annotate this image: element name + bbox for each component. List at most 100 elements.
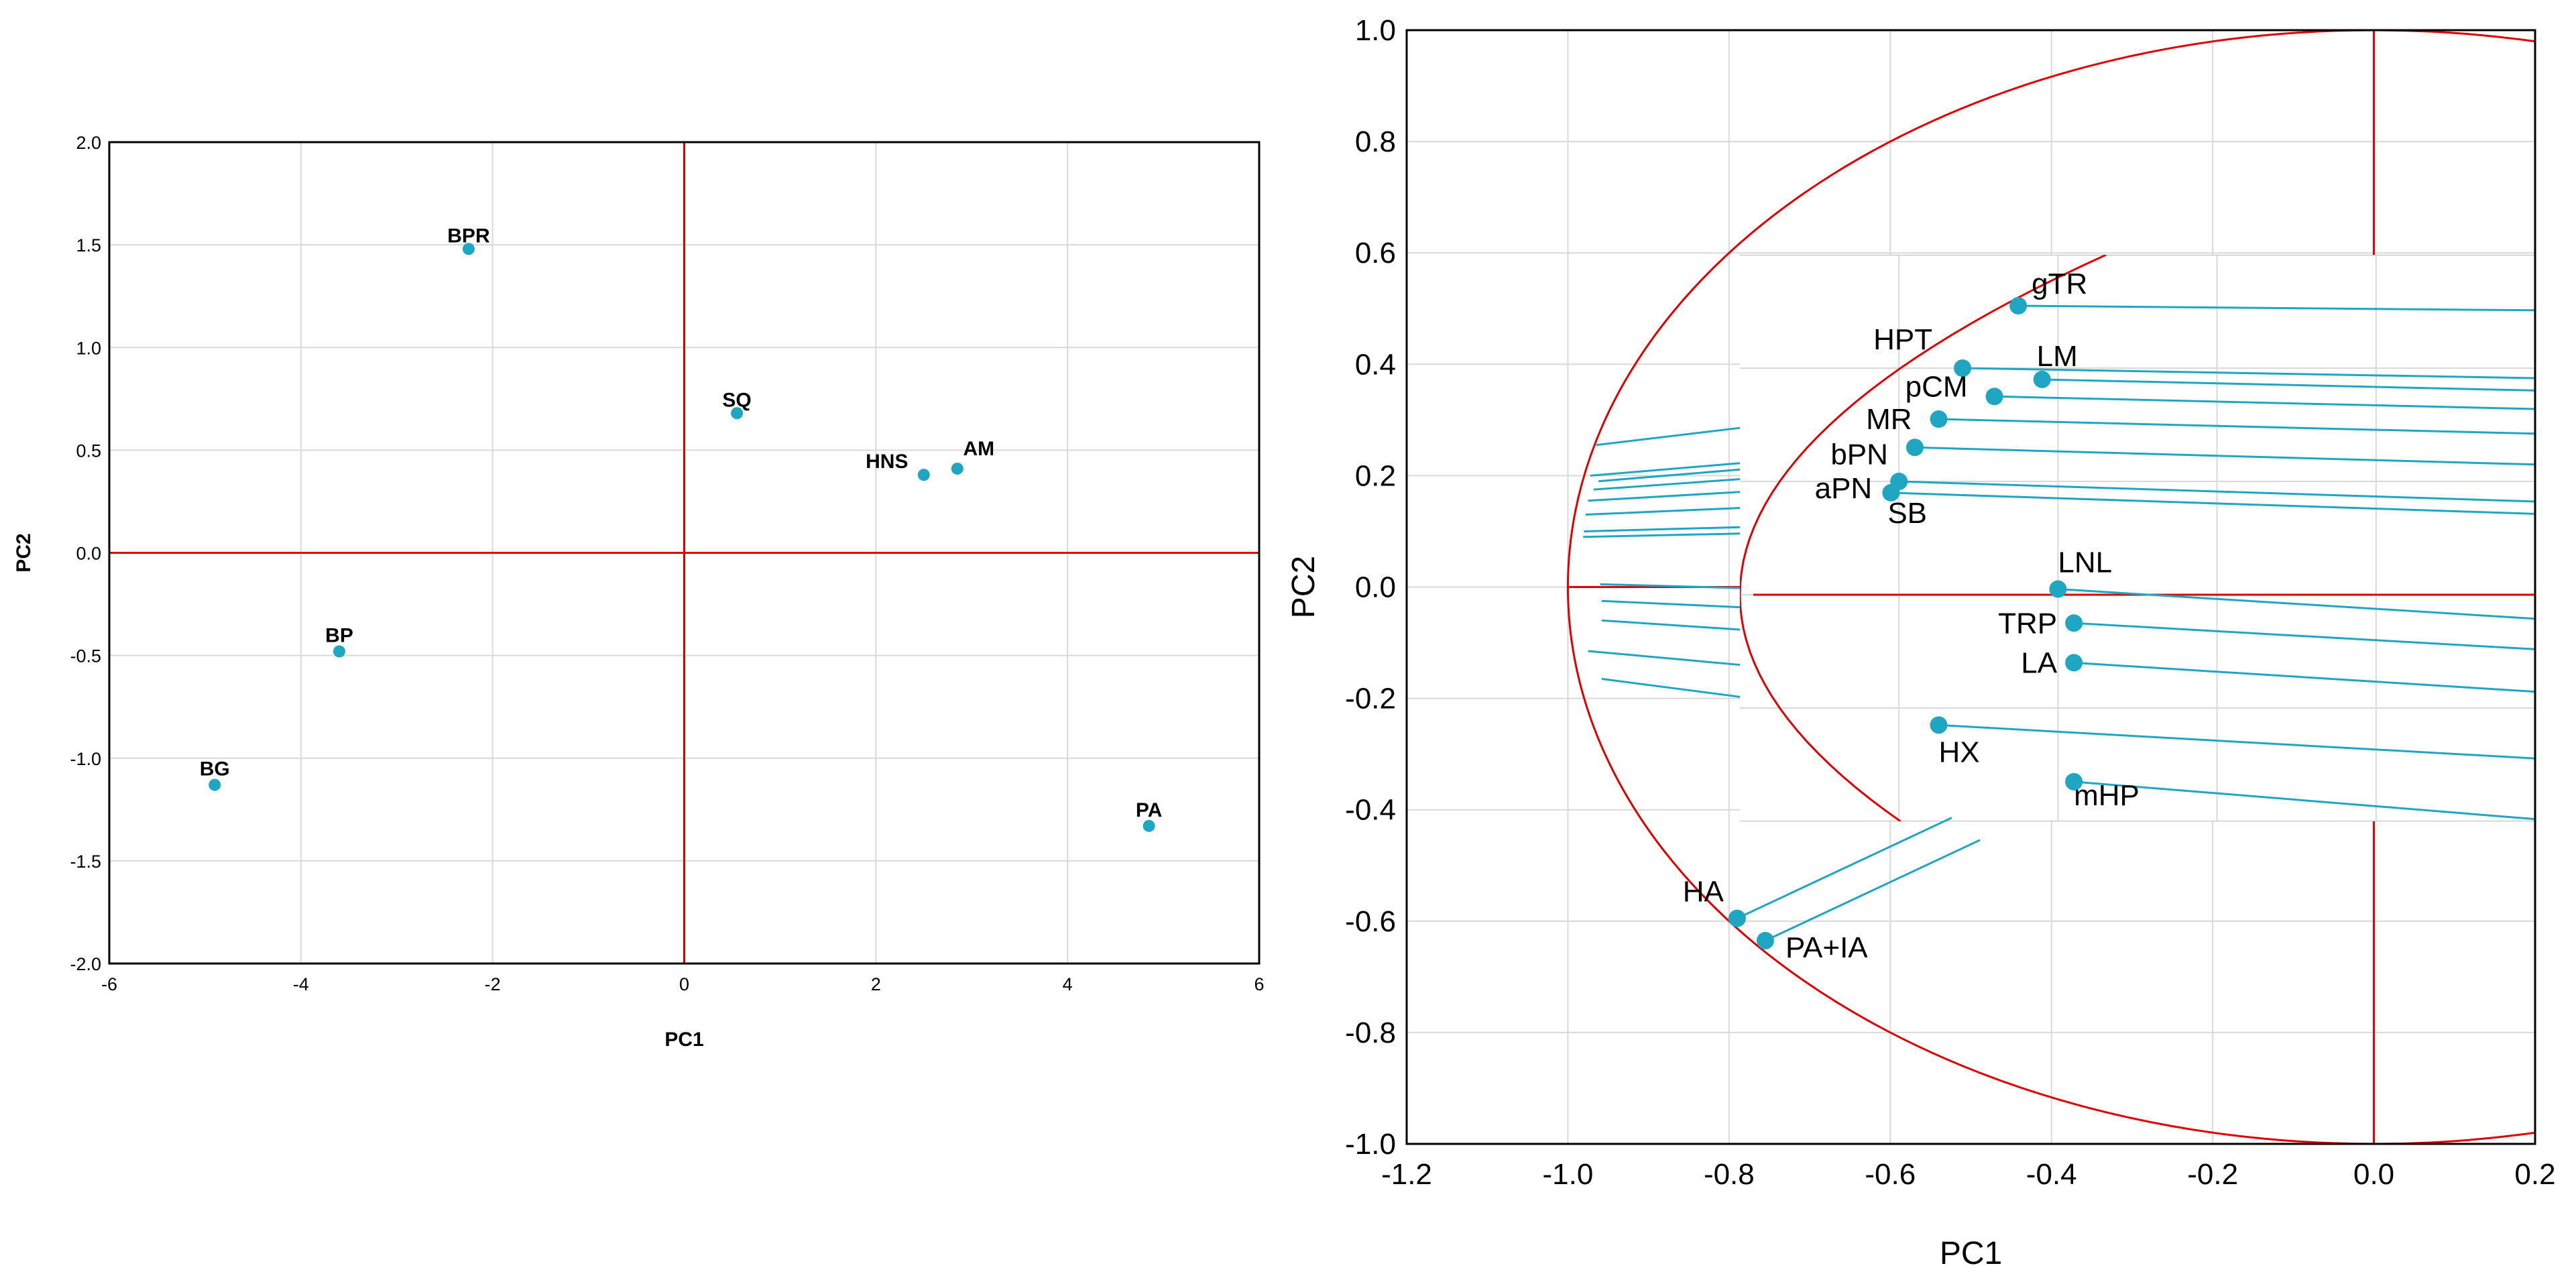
left-x-tick-label: 2 <box>871 974 881 994</box>
left-point-pa <box>1143 819 1155 832</box>
right-y-tick-label: -0.4 <box>1345 794 1396 827</box>
right-vector-pa+ia <box>1765 839 1981 942</box>
right-y-tick-label: 1.0 <box>1355 14 1396 47</box>
inset-point-label-lm: LM <box>2037 340 2078 373</box>
left-point-hns <box>917 469 930 481</box>
right-vector-ha <box>1737 817 1952 920</box>
left-point-label-bpr: BPR <box>447 225 490 247</box>
left-y-tick-label: -0.5 <box>70 646 101 666</box>
inset-point-trp <box>2065 614 2083 632</box>
right-point-label-pa-ia: PA+IA <box>1785 931 1868 964</box>
right-x-tick-label: -1.0 <box>1543 1158 1594 1191</box>
inset-point-lm <box>2033 370 2051 388</box>
inset-vector-la <box>2074 661 2535 693</box>
inset-point-mr <box>1930 410 1948 428</box>
right-leader-lm <box>1598 468 1741 483</box>
right-point-label-ha: HA <box>1683 876 1724 909</box>
inset-point-gtr <box>2009 297 2028 315</box>
inset-background <box>1740 255 2535 821</box>
inset-point-label-gtr: gTR <box>2032 268 2087 300</box>
left-point-bp <box>333 645 345 658</box>
left-y-tick-label: -2.0 <box>70 954 101 974</box>
inset-vector-mr <box>1938 418 2535 435</box>
inset-point-label-hpt: HPT <box>1873 323 1932 356</box>
left-x-tick-label: 6 <box>1254 974 1264 994</box>
inset-point-label-sb: SB <box>1887 497 1927 530</box>
inset-vector-hpt <box>1963 367 2535 380</box>
right-x-tick-label: -0.2 <box>2187 1158 2238 1191</box>
inset-point-hpt <box>1954 359 1972 377</box>
left-x-tick-label: -4 <box>293 974 309 994</box>
left-point-label-pa: PA <box>1136 799 1162 821</box>
left-x-axis-title: PC1 <box>664 1029 703 1051</box>
right-leader-la <box>1601 619 1741 631</box>
right-y-tick-label: 0.4 <box>1355 348 1396 381</box>
right-leader-trp <box>1601 599 1741 609</box>
right-leader-apn <box>1584 526 1741 532</box>
left-y-tick-label: 2.0 <box>76 133 101 153</box>
right-leader-hpt <box>1590 462 1741 477</box>
inset-point-label-mr: MR <box>1866 403 1912 436</box>
left-x-tick-label: -2 <box>485 974 501 994</box>
right-y-tick-label: 0.2 <box>1355 459 1396 492</box>
right-x-tick-label: -0.8 <box>1704 1158 1755 1191</box>
inset-point-label-apn: aPN <box>1815 472 1873 505</box>
right-y-axis-title: PC2 <box>1286 556 1322 618</box>
left-point-bpr <box>462 243 475 255</box>
inset-vector-bpn <box>1914 446 2535 466</box>
left-point-label-am: AM <box>963 438 994 460</box>
left-x-tick-label: -6 <box>101 974 117 994</box>
inset-point-bpn <box>1906 439 1924 457</box>
right-x-tick-label: 0.0 <box>2353 1158 2394 1191</box>
inset-vector-pcm <box>1994 395 2535 410</box>
right-point-pa+ia <box>1756 931 1774 949</box>
left-y-tick-label: -1.5 <box>70 852 101 872</box>
right-y-tick-label: -1.0 <box>1345 1128 1396 1161</box>
left-y-tick-label: 1.5 <box>76 235 101 255</box>
left-y-tick-label: 1.0 <box>76 338 101 358</box>
inset-point-sb <box>1882 483 1900 502</box>
right-y-tick-label: -0.8 <box>1345 1016 1396 1049</box>
right-leader-gtr <box>1596 426 1741 447</box>
left-point-label-bp: BP <box>325 625 353 647</box>
left-y-tick-label: 0.0 <box>76 544 101 564</box>
right-leader-mhp <box>1601 678 1741 698</box>
inset-content <box>1740 255 2535 821</box>
inset-point-label-hx: HX <box>1939 736 1980 768</box>
left-x-tick-label: 4 <box>1063 974 1073 994</box>
left-point-label-hns: HNS <box>866 451 908 473</box>
left-point-bg <box>209 778 221 791</box>
inset-vector-lnl <box>2058 588 2535 620</box>
inset-point-mhp <box>2065 772 2083 791</box>
right-x-axis-title: PC1 <box>1940 1236 2002 1271</box>
right-leader-lnl <box>1600 583 1741 589</box>
right-y-tick-label: 0.6 <box>1355 237 1396 270</box>
inset-vector-trp <box>2074 622 2535 650</box>
inset-vector-sb <box>1891 491 2535 515</box>
left-point-sq <box>731 407 744 420</box>
left-y-tick-label: 0.5 <box>76 441 101 461</box>
left-point-am <box>951 462 963 475</box>
inset-point-label-la: LA <box>2021 646 2057 679</box>
right-y-tick-label: -0.2 <box>1345 683 1396 715</box>
inset-point-hx <box>1930 716 1948 734</box>
inset-point-la <box>2065 654 2083 672</box>
inset-point-lnl <box>2049 580 2067 598</box>
left-point-label-sq: SQ <box>722 389 751 411</box>
inset-vector-lm <box>2042 378 2535 392</box>
inset-point-label-trp: TRP <box>1998 607 2057 640</box>
left-plot-frame <box>108 141 1261 965</box>
right-x-tick-label: 0.2 <box>2514 1158 2555 1191</box>
left-y-tick-label: -1.0 <box>70 749 101 769</box>
right-y-tick-label: -0.6 <box>1345 905 1396 938</box>
right-x-tick-label: -1.2 <box>1381 1158 1432 1191</box>
right-point-ha <box>1728 909 1746 927</box>
right-leader-bpn <box>1585 507 1741 516</box>
right-plot-frame <box>1405 29 2536 1145</box>
inset-point-label-bpn: bPN <box>1830 438 1888 471</box>
left-point-label-bg: BG <box>200 758 230 780</box>
inset-vector-gtr <box>2018 304 2535 312</box>
inset-unit-circle-arc <box>1740 255 2107 821</box>
right-y-tick-label: 0.0 <box>1355 571 1396 604</box>
